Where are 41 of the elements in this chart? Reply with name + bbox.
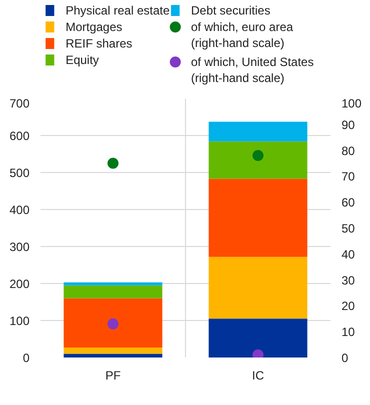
- bar: [208, 122, 308, 142]
- bar: [208, 141, 308, 179]
- y-tick-label: 100: [9, 314, 30, 328]
- y2-tick-label: 60: [342, 196, 356, 210]
- y-tick-label: 0: [22, 351, 30, 365]
- y2-tick-label: 100: [342, 96, 362, 110]
- bar: [64, 348, 162, 354]
- point: [252, 150, 264, 161]
- y2-tick-label: 50: [342, 222, 356, 236]
- y-tick-label: 600: [9, 129, 30, 143]
- bar: [64, 282, 162, 286]
- legend-label: Physical real estate: [66, 4, 170, 18]
- y-tick-label: 500: [9, 166, 30, 180]
- y2-tick-label: 10: [342, 325, 356, 340]
- x-tick-label: IC: [252, 368, 264, 382]
- bar: [64, 298, 162, 348]
- legend-label: Equity: [66, 53, 99, 67]
- y-tick-label: 400: [9, 203, 30, 217]
- y2-tick-label: 30: [342, 273, 356, 288]
- legend-label: of which, euro area (right-hand scale): [190, 20, 294, 50]
- y2-tick-label: 80: [342, 144, 356, 158]
- y2-tick-label: 40: [342, 247, 356, 262]
- bar: [208, 178, 308, 257]
- y2-tick-label: 20: [342, 299, 356, 314]
- bar: [64, 354, 162, 358]
- bar: [208, 256, 308, 319]
- y-tick-label: 300: [9, 240, 30, 254]
- point: [108, 158, 118, 169]
- y-tick-label: 200: [9, 277, 30, 291]
- legend-label: Mortgages: [66, 20, 122, 34]
- bar: [208, 318, 308, 358]
- y-tick-label: 700: [9, 96, 30, 110]
- legend-label: of which, United States (right-hand scale): [190, 55, 314, 86]
- x-tick-label: PF: [105, 368, 121, 382]
- y2-tick-label: 0: [342, 351, 348, 365]
- bar: [64, 285, 162, 298]
- legend-label: Debt securities: [190, 4, 270, 18]
- y2-tick-label: 70: [342, 170, 356, 184]
- y2-tick-label: 90: [342, 118, 356, 132]
- point: [108, 318, 118, 330]
- legend-label: REIF shares: [66, 36, 132, 50]
